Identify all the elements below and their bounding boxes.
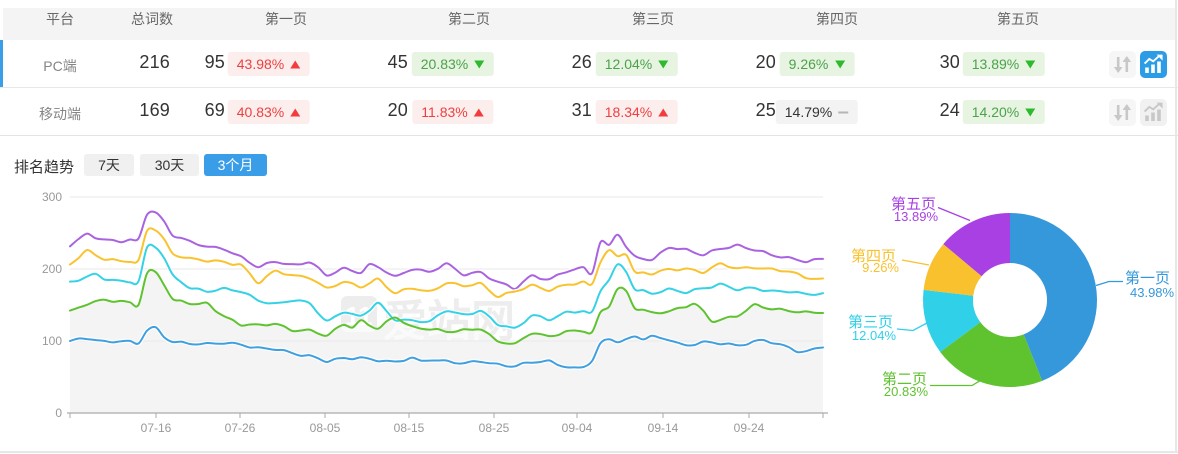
svg-text:08-25: 08-25 bbox=[479, 421, 510, 435]
svg-text:09-14: 09-14 bbox=[648, 421, 679, 435]
svg-text:300: 300 bbox=[42, 190, 62, 204]
svg-text:200: 200 bbox=[42, 262, 62, 276]
svg-text:09-24: 09-24 bbox=[734, 421, 765, 435]
svg-text:07-26: 07-26 bbox=[225, 421, 256, 435]
svg-text:07-16: 07-16 bbox=[141, 421, 172, 435]
svg-text:08-15: 08-15 bbox=[394, 421, 425, 435]
svg-text:0: 0 bbox=[55, 406, 62, 420]
svg-text:09-04: 09-04 bbox=[562, 421, 593, 435]
svg-text:100: 100 bbox=[42, 334, 62, 348]
svg-text:08-05: 08-05 bbox=[310, 421, 341, 435]
